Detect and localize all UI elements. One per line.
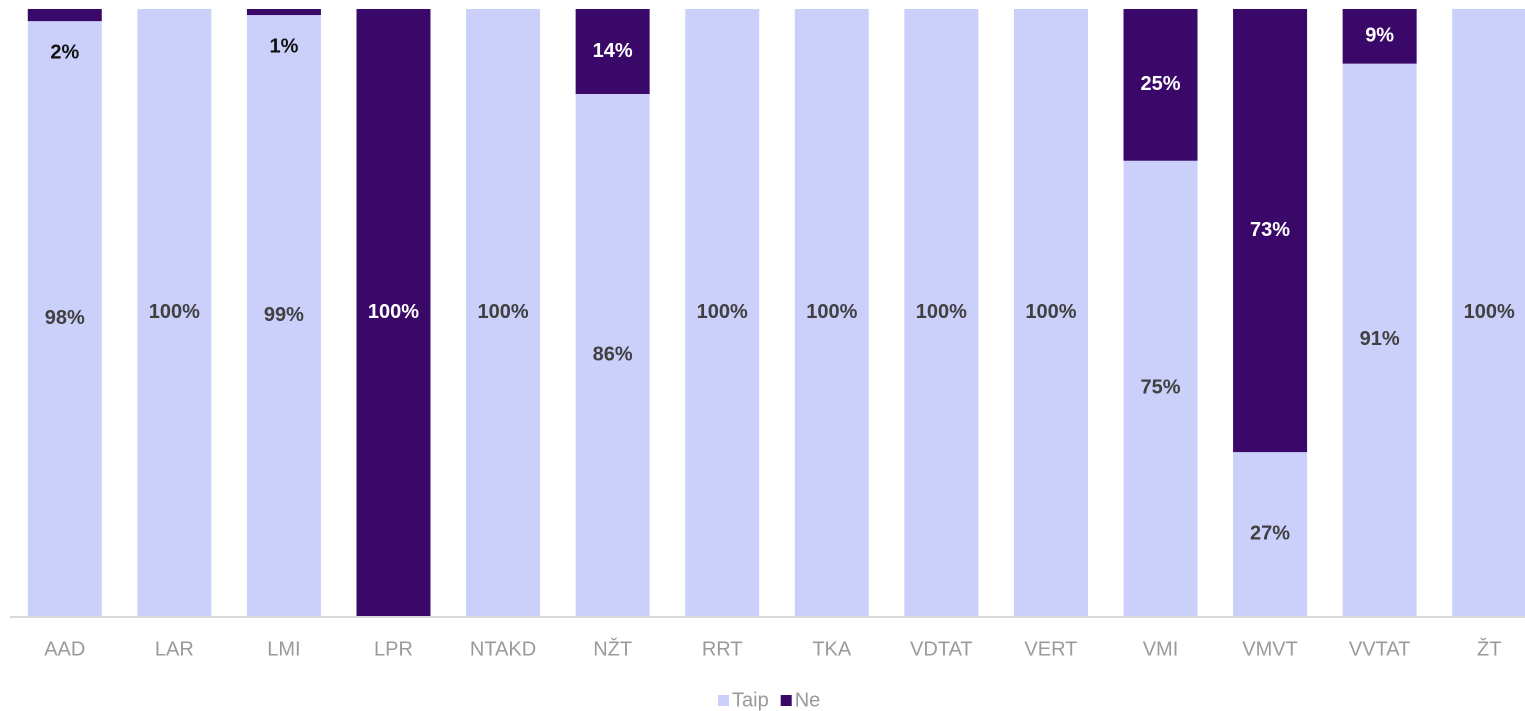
value-label: 2% xyxy=(50,41,79,63)
bar-segment xyxy=(1233,452,1308,616)
value-label: 99% xyxy=(264,304,304,326)
x-tick-label: TKA xyxy=(812,638,852,660)
x-tick-label: VMI xyxy=(1143,638,1179,660)
value-label: 1% xyxy=(269,35,298,57)
value-label: 100% xyxy=(368,301,419,323)
bar-segment xyxy=(1123,160,1198,616)
legend-swatch xyxy=(780,695,792,706)
value-label: 100% xyxy=(806,301,857,323)
x-tick-label: LMI xyxy=(267,638,300,660)
value-label: 73% xyxy=(1250,219,1290,241)
x-tick-label: LAR xyxy=(155,638,194,660)
bar-segment xyxy=(246,15,321,616)
x-tick-label: VVTAT xyxy=(1349,638,1410,660)
x-tick-label: VMVT xyxy=(1242,638,1298,660)
bar-segment xyxy=(27,9,102,22)
x-tick-label: NTAKD xyxy=(470,638,536,660)
value-label: 100% xyxy=(916,301,967,323)
bar-segment xyxy=(1342,9,1417,64)
x-tick-label: RRT xyxy=(702,638,743,660)
x-tick-label: VERT xyxy=(1024,638,1077,660)
bar-segment xyxy=(1123,9,1198,161)
legend-label: Taip xyxy=(732,689,769,711)
bar-segment xyxy=(466,9,541,616)
value-label: 25% xyxy=(1140,73,1180,95)
bar-segment xyxy=(1342,63,1417,616)
x-tick-label: AAD xyxy=(44,638,85,660)
value-label: 100% xyxy=(149,301,200,323)
value-label: 91% xyxy=(1360,328,1400,350)
bar-segment xyxy=(1013,9,1088,616)
x-tick-label: NŽT xyxy=(593,637,632,660)
bar-segment xyxy=(575,9,650,94)
bar-segment xyxy=(137,9,212,616)
value-label: 9% xyxy=(1365,25,1394,47)
value-label: 100% xyxy=(697,301,748,323)
value-label: 14% xyxy=(593,40,633,62)
legend-swatch xyxy=(718,695,729,706)
x-tick-label: ŽT xyxy=(1477,637,1501,660)
bar-segment xyxy=(794,9,869,616)
bar-segment xyxy=(356,9,431,616)
x-tick-label: LPR xyxy=(374,638,413,660)
bar-segment xyxy=(1233,9,1308,453)
legend-label: Ne xyxy=(795,689,821,711)
value-label: 100% xyxy=(1025,301,1076,323)
value-label: 75% xyxy=(1140,377,1180,399)
value-label: 100% xyxy=(477,301,528,323)
x-tick-label: VDTAT xyxy=(910,638,973,660)
value-label: 98% xyxy=(45,307,85,329)
bar-segment xyxy=(685,9,760,616)
bar-segment xyxy=(27,21,102,616)
value-label: 86% xyxy=(593,343,633,365)
bar-segment xyxy=(904,9,979,616)
value-label: 100% xyxy=(1464,301,1515,323)
bar-segment xyxy=(246,9,321,16)
bar-segment xyxy=(575,93,650,617)
bar-segment xyxy=(1452,9,1525,616)
value-label: 27% xyxy=(1250,522,1290,544)
